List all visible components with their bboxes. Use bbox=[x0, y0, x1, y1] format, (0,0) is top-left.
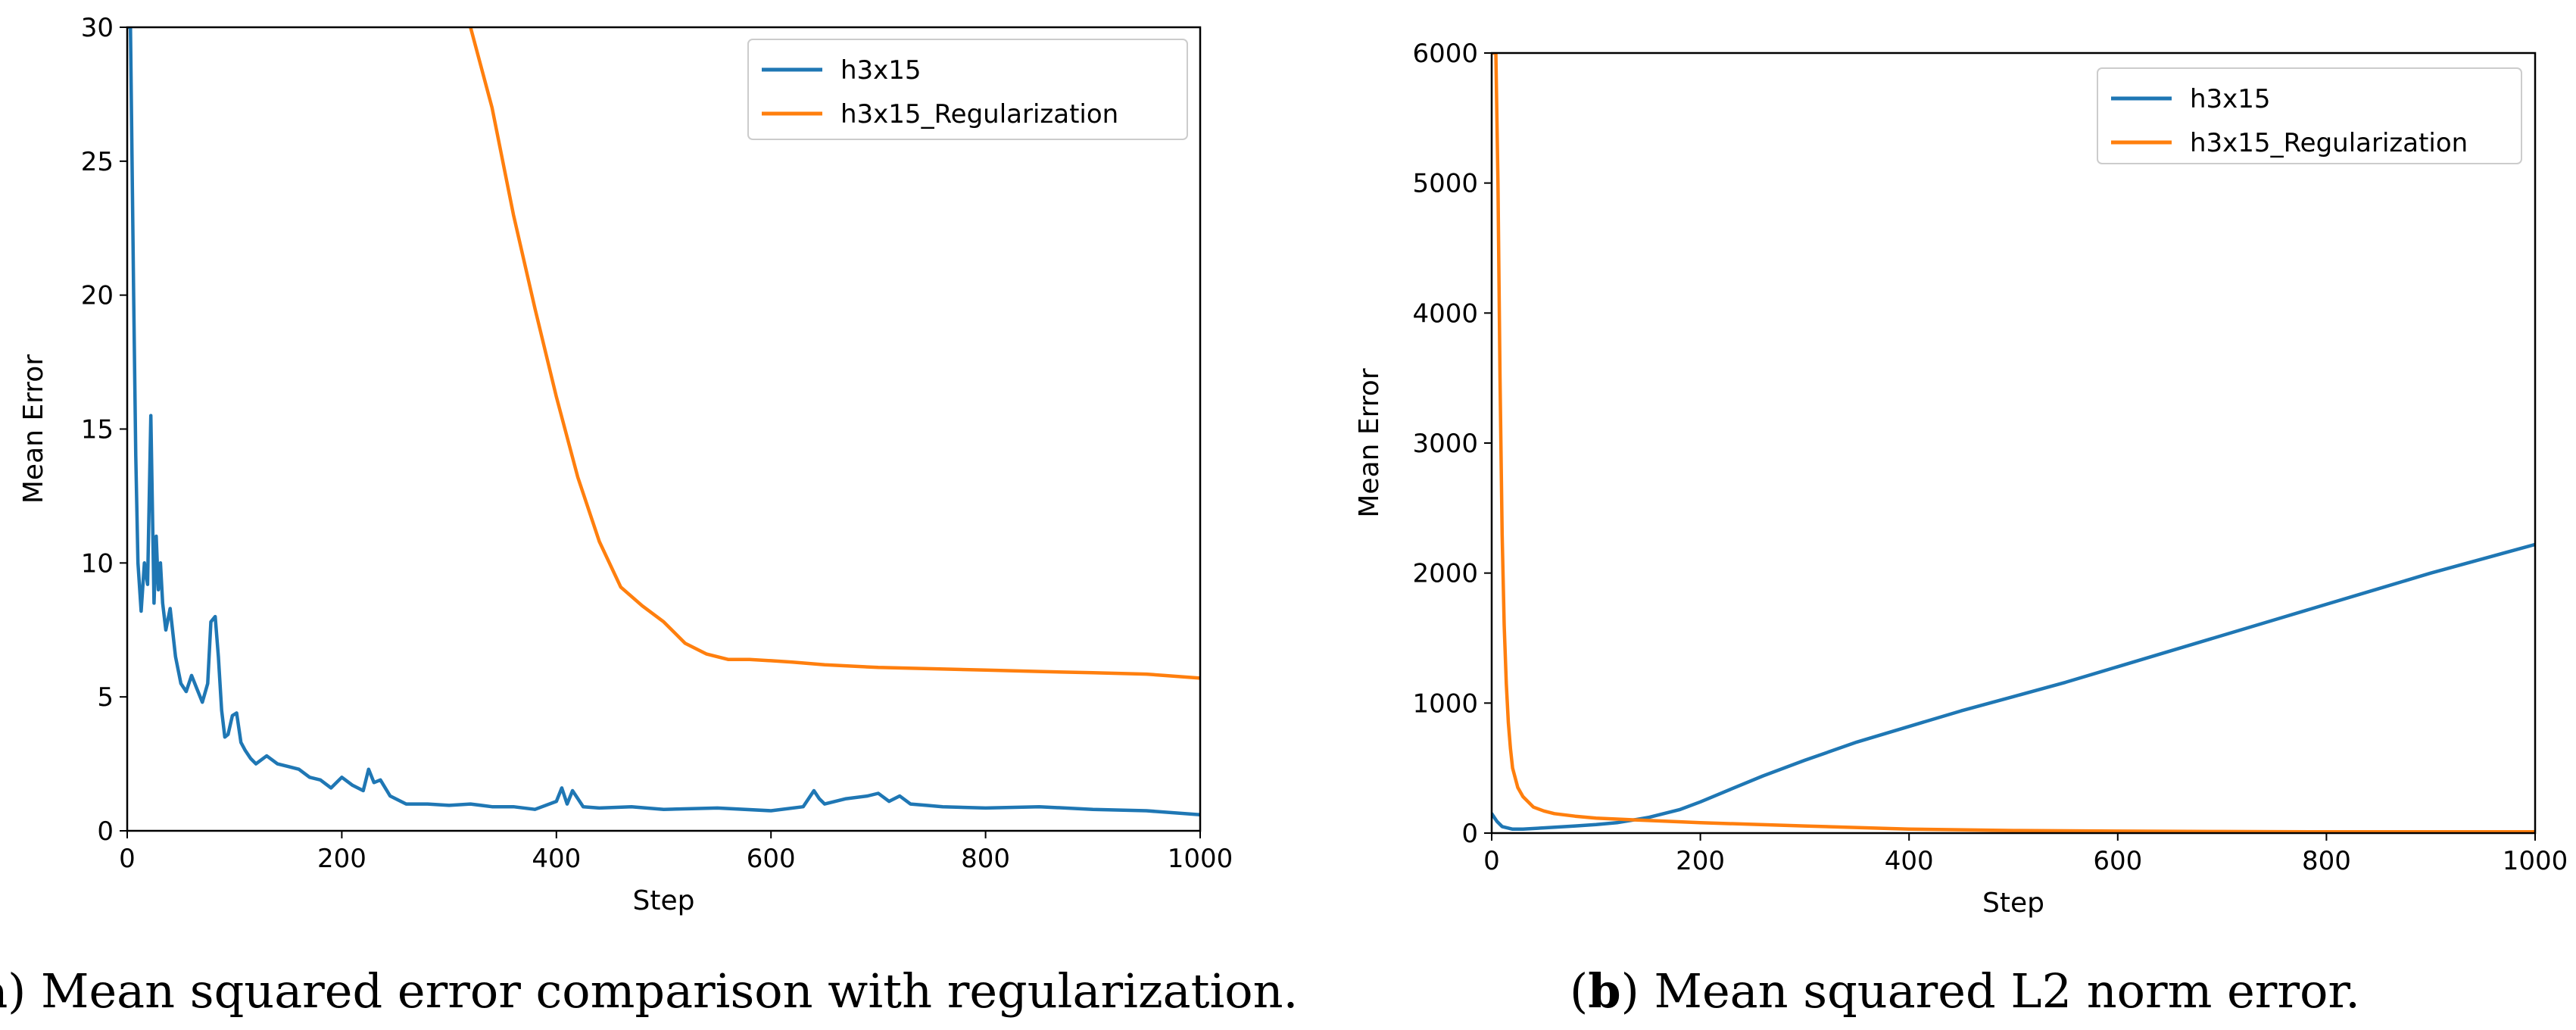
y-tick-label: 25 bbox=[81, 147, 114, 177]
y-tick-label: 30 bbox=[81, 13, 114, 43]
panel-b-legend-box bbox=[2097, 67, 2522, 164]
panel-a-frame bbox=[126, 26, 1202, 832]
panel-b-ticks: 0 200 400 600 800 1000 0 1000 2000 3000 4000 5000 60… bbox=[1412, 39, 2568, 876]
panel-a-legend-label-regularization: h3x15_Regularization bbox=[840, 99, 1118, 130]
y-tick-label: 3000 bbox=[1412, 429, 1478, 459]
y-tick-label: 10 bbox=[81, 548, 114, 579]
panel-b-legend: h3x15 h3x15_Regularization bbox=[2097, 67, 2522, 164]
x-tick-label: 1000 bbox=[2503, 846, 2568, 876]
y-tick-label: 0 bbox=[1461, 819, 1478, 849]
panel-b-x-axis-label: Step bbox=[1982, 888, 2044, 919]
x-tick-label: 400 bbox=[1885, 846, 1934, 876]
series-line-h3x15 bbox=[127, 27, 1200, 817]
panel-a-caption-text: ) Mean squared error comparison with reg… bbox=[8, 963, 1298, 1019]
x-tick-label: 600 bbox=[2093, 846, 2142, 876]
panel-b-frame bbox=[1490, 52, 2537, 835]
panel-a-legend-box bbox=[747, 39, 1188, 140]
y-tick-label: 15 bbox=[81, 415, 114, 445]
panel-b-caption-text: ) Mean squared L2 norm error. bbox=[1621, 963, 2360, 1019]
panel-b: 0 200 400 600 800 1000 0 1000 2000 3000 4000 5000 60… bbox=[1354, 39, 2568, 1019]
panel-b-lines bbox=[1492, 53, 2535, 833]
panel-b-y-axis-label: Mean Error bbox=[1354, 368, 1385, 517]
y-tick-label: 5000 bbox=[1412, 169, 1478, 199]
x-tick-label: 400 bbox=[532, 844, 581, 874]
y-tick-label: 20 bbox=[81, 281, 114, 311]
panel-a-lines bbox=[127, 27, 1200, 817]
x-tick-label: 800 bbox=[2302, 846, 2351, 876]
panel-b-legend-label-h3x15: h3x15 bbox=[2190, 84, 2271, 114]
panel-a-caption-letter: a bbox=[0, 963, 8, 1019]
y-tick-label: 4000 bbox=[1412, 298, 1478, 329]
panel-b-caption-letter: b bbox=[1588, 963, 1620, 1019]
series-line-h3x15-regularization bbox=[1492, 53, 2535, 833]
x-tick-label: 0 bbox=[119, 844, 136, 874]
x-tick-label: 200 bbox=[1676, 846, 1725, 876]
y-tick-label: 2000 bbox=[1412, 559, 1478, 589]
panel-b-caption: (b) Mean squared L2 norm error. bbox=[1570, 963, 2360, 1019]
x-tick-label: 200 bbox=[317, 844, 366, 874]
x-tick-label: 1000 bbox=[1168, 844, 1233, 874]
panel-a-ticks: 0 200 400 600 800 1000 0 5 10 15 20 25 30 bbox=[81, 13, 1233, 874]
x-tick-label: 600 bbox=[747, 844, 796, 874]
series-line-h3x15 bbox=[1492, 542, 2535, 832]
series-line-h3x15-regularization bbox=[469, 27, 1200, 680]
x-tick-label: 0 bbox=[1483, 846, 1500, 876]
panel-a-caption: (a) Mean squared error comparison with r… bbox=[0, 963, 1298, 1019]
y-tick-label: 6000 bbox=[1412, 39, 1478, 69]
panel-a-x-axis-label: Step bbox=[633, 885, 695, 916]
y-tick-label: 0 bbox=[97, 816, 114, 847]
panel-a: 0 200 400 600 800 1000 0 5 10 15 20 25 30 Step Mean … bbox=[0, 13, 1298, 1019]
y-tick-label: 1000 bbox=[1412, 688, 1478, 719]
y-tick-label: 5 bbox=[97, 682, 114, 713]
panel-a-legend: h3x15 h3x15_Regularization bbox=[747, 39, 1188, 140]
panel-a-y-axis-label: Mean Error bbox=[18, 354, 49, 504]
panel-a-legend-label-h3x15: h3x15 bbox=[840, 55, 922, 86]
panel-b-legend-label-regularization: h3x15_Regularization bbox=[2190, 128, 2468, 158]
x-tick-label: 800 bbox=[961, 844, 1010, 874]
